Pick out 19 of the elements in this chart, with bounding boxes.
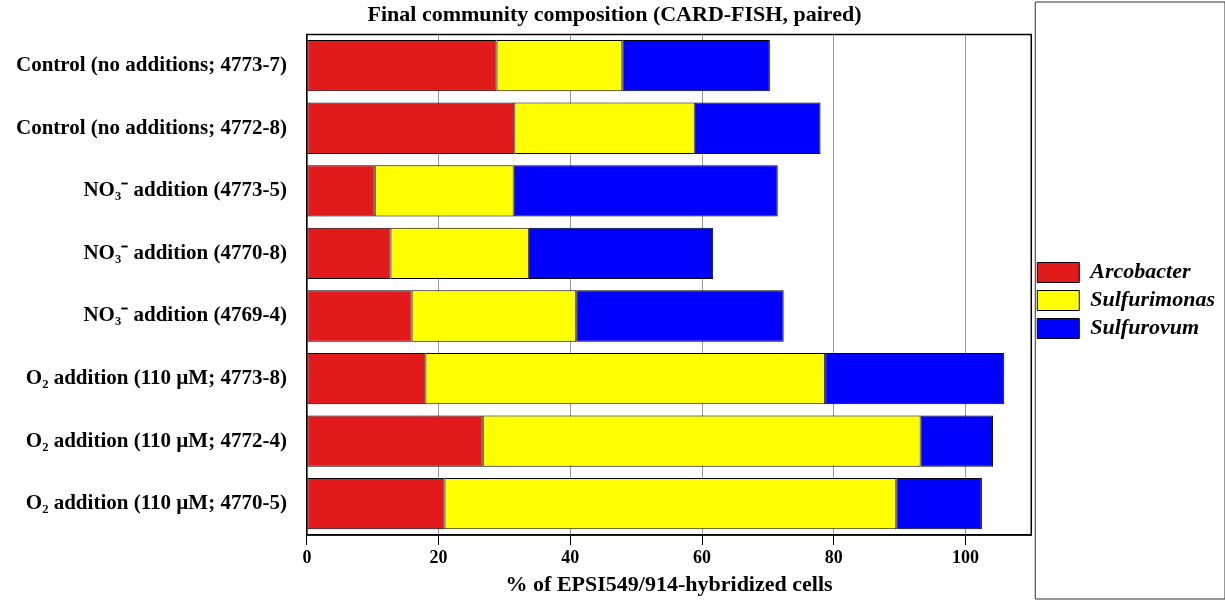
x-tick-label: 20 (429, 547, 448, 568)
legend-label: Sulfurimonas (1090, 286, 1216, 312)
y-tick-label: O₂ addition (110 µM; 4772-4) (25, 427, 287, 452)
x-tick-label: 80 (824, 547, 843, 568)
y-tick-label: NO₃⁻ addition (4770-8) (83, 239, 287, 264)
y-tick-label: NO₃⁻ addition (4769-4) (83, 302, 287, 327)
y-tick-label: O₂ addition (110 µM; 4773-8) (25, 364, 287, 389)
y-tick-label: O₂ addition (110 µM; 4770-5) (25, 490, 287, 515)
legend-label: Arcobacter (1088, 258, 1191, 284)
y-tick-label: NO₃⁻ addition (4773-5) (83, 177, 287, 202)
x-axis-title: % of EPSI549/914-hybridized cells (505, 571, 833, 597)
chart-title: Final community composition (CARD-FISH, paired) (367, 0, 862, 26)
legend-label: Sulfurovum (1090, 314, 1200, 340)
x-tick-label: 100 (951, 547, 979, 568)
x-tick-label: 0 (302, 547, 312, 568)
y-tick-label: Control (no additions; 4773-7) (16, 52, 287, 77)
x-tick-label: 60 (693, 547, 712, 568)
x-tick-label: 40 (561, 547, 580, 568)
y-tick-label: Control (no additions; 4772-8) (16, 114, 287, 139)
